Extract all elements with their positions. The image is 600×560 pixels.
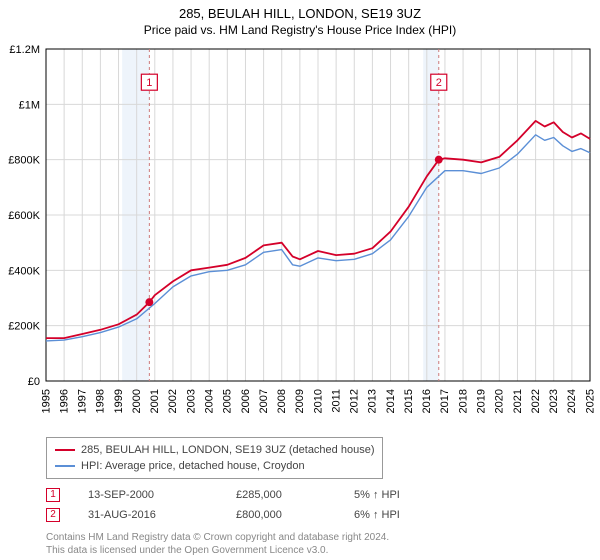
svg-text:2024: 2024 xyxy=(566,389,578,413)
svg-text:2000: 2000 xyxy=(131,389,143,413)
svg-text:2010: 2010 xyxy=(312,389,324,413)
svg-text:£200K: £200K xyxy=(8,321,40,333)
sale-date: 31-AUG-2016 xyxy=(88,505,208,525)
svg-text:2004: 2004 xyxy=(203,389,215,413)
svg-text:1995: 1995 xyxy=(40,389,52,413)
svg-text:2022: 2022 xyxy=(530,389,542,413)
svg-text:2009: 2009 xyxy=(294,389,306,413)
svg-text:1999: 1999 xyxy=(113,389,125,413)
sale-delta: 6% ↑ HPI xyxy=(354,505,400,525)
sale-date: 13-SEP-2000 xyxy=(88,485,208,505)
legend: 285, BEULAH HILL, LONDON, SE19 3UZ (deta… xyxy=(46,437,383,479)
svg-text:2017: 2017 xyxy=(439,389,451,413)
svg-text:2023: 2023 xyxy=(548,389,560,413)
legend-label: 285, BEULAH HILL, LONDON, SE19 3UZ (deta… xyxy=(81,442,374,458)
sales-table: 1 13-SEP-2000 £285,000 5% ↑ HPI 2 31-AUG-2016… xyxy=(46,485,600,525)
price-chart: £0 £200K £400K £600K £800K £1M £1.2M 1995 1996 19… xyxy=(0,41,600,431)
svg-text:2008: 2008 xyxy=(276,389,288,413)
svg-text:2014: 2014 xyxy=(385,389,397,413)
svg-text:1998: 1998 xyxy=(95,389,107,413)
svg-text:2025: 2025 xyxy=(584,389,596,413)
svg-text:2005: 2005 xyxy=(222,389,234,413)
svg-text:2018: 2018 xyxy=(457,389,469,413)
svg-text:2013: 2013 xyxy=(367,389,379,413)
svg-text:2002: 2002 xyxy=(167,389,179,413)
svg-text:2001: 2001 xyxy=(149,389,161,413)
legend-label: HPI: Average price, detached house, Croy… xyxy=(81,458,305,474)
footer-line-1: Contains HM Land Registry data © Crown c… xyxy=(46,531,600,544)
chart-svg: £0 £200K £400K £600K £800K £1M £1.2M 1995 1996 19… xyxy=(0,41,600,431)
svg-text:£1.2M: £1.2M xyxy=(9,44,40,56)
footer: Contains HM Land Registry data © Crown c… xyxy=(46,531,600,557)
svg-text:2011: 2011 xyxy=(330,389,342,413)
sale-price: £285,000 xyxy=(236,485,326,505)
svg-text:£1M: £1M xyxy=(19,99,40,111)
footer-line-2: This data is licensed under the Open Gov… xyxy=(46,544,600,557)
svg-text:2016: 2016 xyxy=(421,389,433,413)
legend-swatch xyxy=(55,465,75,467)
svg-text:2012: 2012 xyxy=(349,389,361,413)
svg-text:£400K: £400K xyxy=(8,265,40,277)
svg-text:2007: 2007 xyxy=(258,389,270,413)
sale-marker: 2 xyxy=(46,508,60,522)
sale-delta: 5% ↑ HPI xyxy=(354,485,400,505)
svg-text:£600K: £600K xyxy=(8,210,40,222)
svg-text:2015: 2015 xyxy=(403,389,415,413)
svg-text:2021: 2021 xyxy=(512,389,524,413)
sale-price: £800,000 xyxy=(236,505,326,525)
legend-row: HPI: Average price, detached house, Croy… xyxy=(55,458,374,474)
svg-text:1: 1 xyxy=(146,77,152,89)
svg-text:2020: 2020 xyxy=(494,389,506,413)
svg-text:£0: £0 xyxy=(28,376,40,388)
svg-text:1996: 1996 xyxy=(58,389,70,413)
svg-text:2003: 2003 xyxy=(185,389,197,413)
page-subtitle: Price paid vs. HM Land Registry's House … xyxy=(0,21,600,41)
svg-text:2019: 2019 xyxy=(476,389,488,413)
svg-text:1997: 1997 xyxy=(77,389,89,413)
sale-row: 1 13-SEP-2000 £285,000 5% ↑ HPI xyxy=(46,485,600,505)
sale-row: 2 31-AUG-2016 £800,000 6% ↑ HPI xyxy=(46,505,600,525)
legend-swatch xyxy=(55,449,75,451)
sale-marker: 1 xyxy=(46,488,60,502)
svg-text:2: 2 xyxy=(436,77,442,89)
legend-row: 285, BEULAH HILL, LONDON, SE19 3UZ (deta… xyxy=(55,442,374,458)
page-title: 285, BEULAH HILL, LONDON, SE19 3UZ xyxy=(0,0,600,21)
svg-text:£800K: £800K xyxy=(8,155,40,167)
svg-text:2006: 2006 xyxy=(240,389,252,413)
